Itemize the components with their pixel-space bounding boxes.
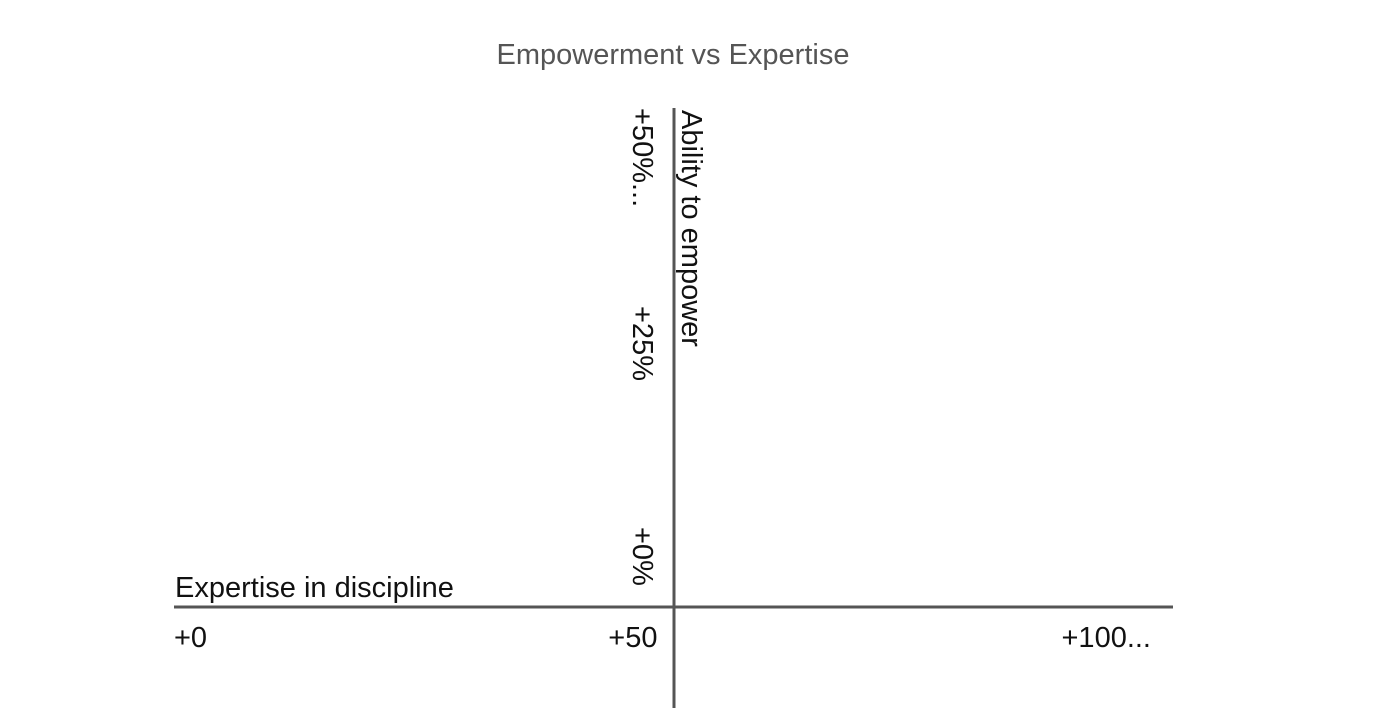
x-tick-label: +0 [174, 622, 207, 654]
y-tick-label: +0% [626, 527, 658, 586]
x-tick-labels: +0 +50 +100... [174, 622, 1151, 654]
y-tick-label: +50%... [626, 108, 658, 207]
y-tick-label: +25% [626, 306, 658, 381]
x-tick-label: +100... [1062, 622, 1152, 654]
x-axis-title: Expertise in discipline [175, 572, 454, 604]
y-tick-labels: +0% +25% +50%... [626, 108, 658, 586]
chart-title: Empowerment vs Expertise [497, 39, 850, 71]
y-axis-title: Ability to empower [675, 110, 707, 347]
x-tick-label: +50 [608, 622, 657, 654]
